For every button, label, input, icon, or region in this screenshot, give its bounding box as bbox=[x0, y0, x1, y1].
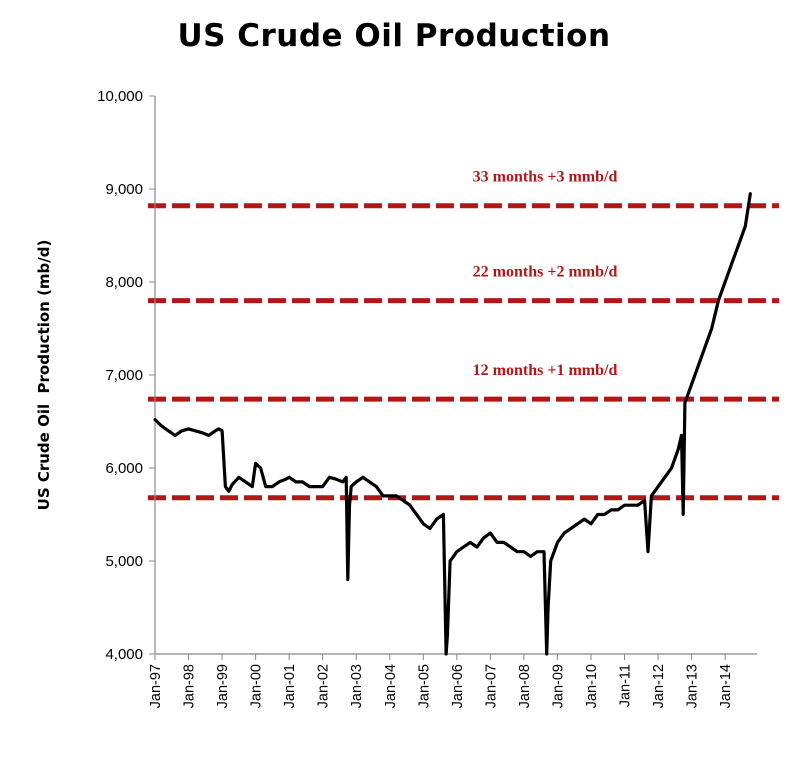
reference-line-label: 33 months +3 mmb/d bbox=[473, 169, 618, 186]
x-tick-label: Jan-02 bbox=[316, 664, 332, 708]
y-tick-label: 10,000 bbox=[97, 88, 143, 105]
x-tick-label: Jan-07 bbox=[483, 664, 499, 708]
x-tick-label: Jan-11 bbox=[618, 664, 634, 707]
chart-title: US Crude Oil Production bbox=[177, 18, 611, 54]
x-tick-label: Jan-08 bbox=[517, 664, 533, 708]
x-tick-label: Jan-06 bbox=[450, 664, 466, 708]
x-tick-label: Jan-09 bbox=[550, 664, 566, 708]
y-tick-label: 4,000 bbox=[105, 646, 143, 663]
x-tick-label: Jan-98 bbox=[182, 664, 198, 708]
x-tick-label: Jan-04 bbox=[383, 664, 399, 708]
x-tick-label: Jan-12 bbox=[651, 664, 667, 708]
x-tick-label: Jan-14 bbox=[718, 664, 734, 708]
y-tick-label: 8,000 bbox=[105, 274, 143, 291]
y-tick-label: 6,000 bbox=[105, 460, 143, 477]
reference-line-label: 22 months +2 mmb/d bbox=[473, 264, 618, 281]
x-tick-label: Jan-05 bbox=[416, 664, 432, 708]
y-tick-label: 5,000 bbox=[105, 553, 143, 570]
y-tick-label: 9,000 bbox=[105, 181, 143, 198]
x-tick-label: Jan-97 bbox=[148, 664, 164, 708]
x-tick-label: Jan-13 bbox=[685, 664, 701, 708]
x-tick-label: Jan-03 bbox=[349, 664, 365, 708]
y-tick-label: 7,000 bbox=[105, 367, 143, 384]
x-tick-label: Jan-01 bbox=[282, 664, 298, 708]
reference-line-label: 12 months +1 mmb/d bbox=[473, 362, 618, 379]
x-tick-label: Jan-10 bbox=[584, 664, 600, 708]
series-line bbox=[153, 192, 752, 656]
x-tick-label: Jan-99 bbox=[215, 664, 231, 708]
x-tick-label: Jan-00 bbox=[249, 664, 265, 708]
